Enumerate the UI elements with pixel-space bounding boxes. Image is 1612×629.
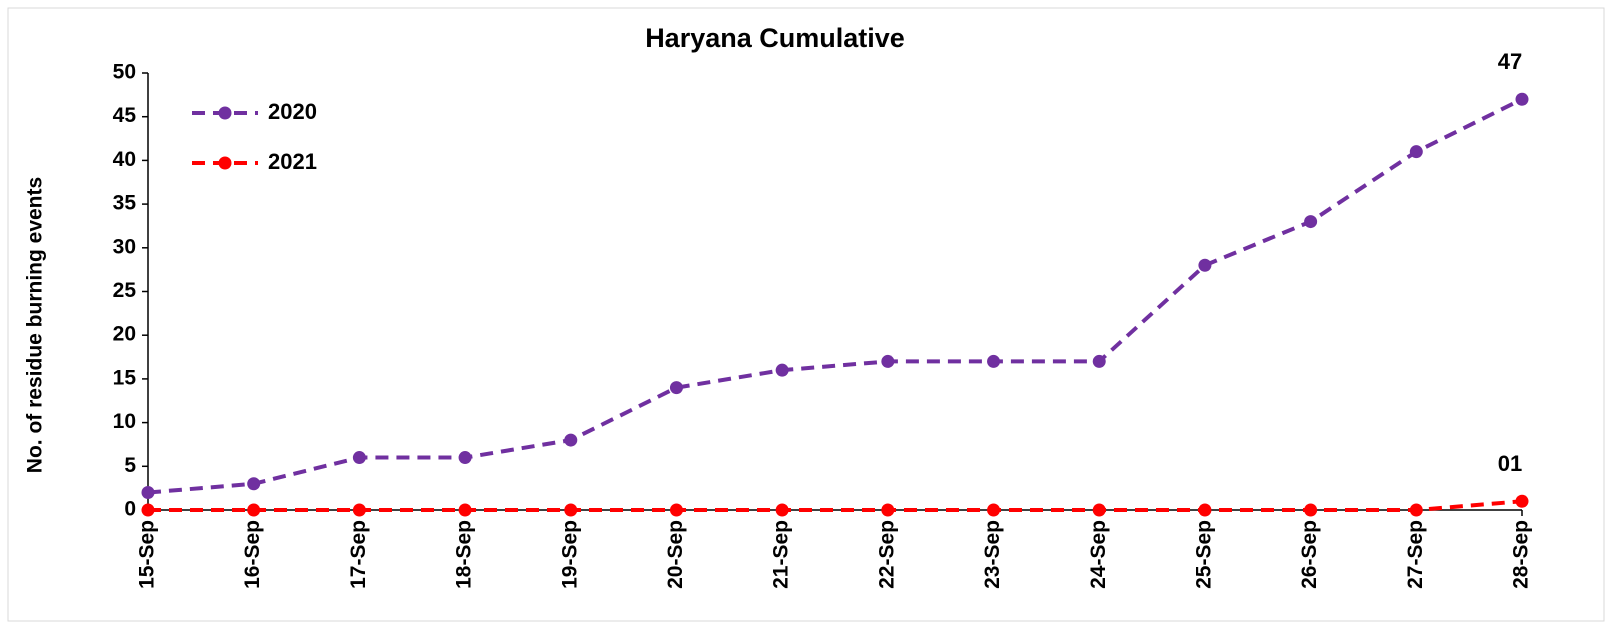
y-tick-label: 45 xyxy=(113,104,137,127)
data-point xyxy=(1092,503,1106,517)
data-point xyxy=(1304,215,1318,229)
data-point xyxy=(352,451,366,465)
data-point xyxy=(564,433,578,447)
legend-label: 2021 xyxy=(268,149,317,174)
data-point xyxy=(987,503,1001,517)
data-point xyxy=(775,363,789,377)
data-point xyxy=(987,354,1001,368)
x-tick-label: 25-Sep xyxy=(1192,520,1215,589)
y-tick-label: 25 xyxy=(113,279,137,302)
y-tick-label: 15 xyxy=(113,366,137,389)
x-tick-label: 21-Sep xyxy=(770,520,793,589)
y-tick-label: 40 xyxy=(113,148,136,171)
data-point xyxy=(247,477,261,491)
x-tick-label: 22-Sep xyxy=(875,520,898,589)
data-point xyxy=(141,486,155,500)
data-point xyxy=(881,503,895,517)
data-point xyxy=(564,503,578,517)
y-tick-label: 10 xyxy=(113,410,136,433)
legend-marker xyxy=(218,106,232,120)
x-tick-label: 27-Sep xyxy=(1404,520,1427,589)
y-tick-label: 50 xyxy=(113,61,136,84)
data-point xyxy=(352,503,366,517)
x-tick-label: 28-Sep xyxy=(1510,520,1533,589)
data-label: 47 xyxy=(1498,49,1522,74)
chart-title: Haryana Cumulative xyxy=(645,23,905,53)
x-tick-label: 17-Sep xyxy=(347,520,370,589)
x-tick-label: 15-Sep xyxy=(136,520,159,589)
x-tick-label: 23-Sep xyxy=(981,520,1004,589)
data-point xyxy=(669,381,683,395)
data-label: 01 xyxy=(1498,451,1522,476)
data-point xyxy=(1409,145,1423,159)
legend-label: 2020 xyxy=(268,99,317,124)
y-tick-label: 35 xyxy=(113,192,137,215)
chart-border xyxy=(7,7,1605,622)
data-point xyxy=(1198,258,1212,272)
x-tick-label: 24-Sep xyxy=(1087,520,1110,589)
data-point xyxy=(141,503,155,517)
series-line xyxy=(148,499,1523,512)
data-point xyxy=(1409,503,1423,517)
data-point xyxy=(1198,503,1212,517)
data-point xyxy=(1515,494,1529,508)
series-line xyxy=(147,97,1523,495)
y-axis-label: No. of residue burning events xyxy=(24,177,47,473)
x-tick-label: 20-Sep xyxy=(664,520,687,589)
x-tick-label: 18-Sep xyxy=(453,520,476,589)
data-point xyxy=(775,503,789,517)
y-tick-label: 30 xyxy=(113,235,136,258)
data-point xyxy=(1092,354,1106,368)
data-point xyxy=(458,451,472,465)
y-tick-label: 20 xyxy=(113,323,136,346)
data-point xyxy=(881,354,895,368)
data-point xyxy=(1515,92,1529,106)
x-tick-label: 26-Sep xyxy=(1298,520,1321,589)
y-tick-label: 5 xyxy=(124,454,136,477)
x-tick-label: 19-Sep xyxy=(558,520,581,589)
data-point xyxy=(669,503,683,517)
x-tick-label: 16-Sep xyxy=(241,520,264,589)
data-point xyxy=(1304,503,1318,517)
data-point xyxy=(458,503,472,517)
data-point xyxy=(247,503,261,517)
y-tick-label: 0 xyxy=(124,498,136,521)
legend-marker xyxy=(218,156,232,170)
